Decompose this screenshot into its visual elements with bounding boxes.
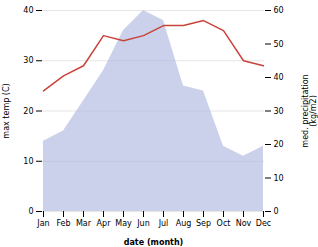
svg-text:10: 10 — [23, 157, 33, 166]
svg-text:40: 40 — [274, 73, 284, 82]
svg-text:20: 20 — [274, 140, 284, 149]
svg-text:20: 20 — [23, 107, 33, 116]
svg-text:med. precipitation(kg/m2): med. precipitation(kg/m2) — [301, 74, 318, 147]
svg-text:Feb: Feb — [56, 219, 70, 228]
svg-text:Mar: Mar — [76, 219, 92, 228]
svg-text:Dec: Dec — [256, 219, 271, 228]
svg-text:10: 10 — [274, 174, 284, 183]
svg-text:Jul: Jul — [158, 219, 169, 228]
svg-text:Jan: Jan — [36, 219, 49, 228]
svg-text:Oct: Oct — [217, 219, 231, 228]
svg-text:0: 0 — [274, 207, 279, 216]
svg-text:Apr: Apr — [97, 219, 112, 228]
svg-text:0: 0 — [28, 207, 33, 216]
svg-text:30: 30 — [23, 56, 33, 65]
svg-text:Jun: Jun — [136, 219, 150, 228]
svg-text:40: 40 — [23, 6, 33, 15]
svg-text:Aug: Aug — [176, 219, 192, 228]
svg-text:50: 50 — [274, 40, 284, 49]
svg-text:30: 30 — [274, 107, 284, 116]
svg-text:May: May — [115, 219, 132, 228]
svg-text:Nov: Nov — [236, 219, 252, 228]
svg-text:Sep: Sep — [196, 219, 211, 228]
svg-text:max temp (C): max temp (C) — [2, 83, 11, 138]
svg-text:date (month): date (month) — [124, 238, 184, 247]
svg-text:60: 60 — [274, 6, 284, 15]
